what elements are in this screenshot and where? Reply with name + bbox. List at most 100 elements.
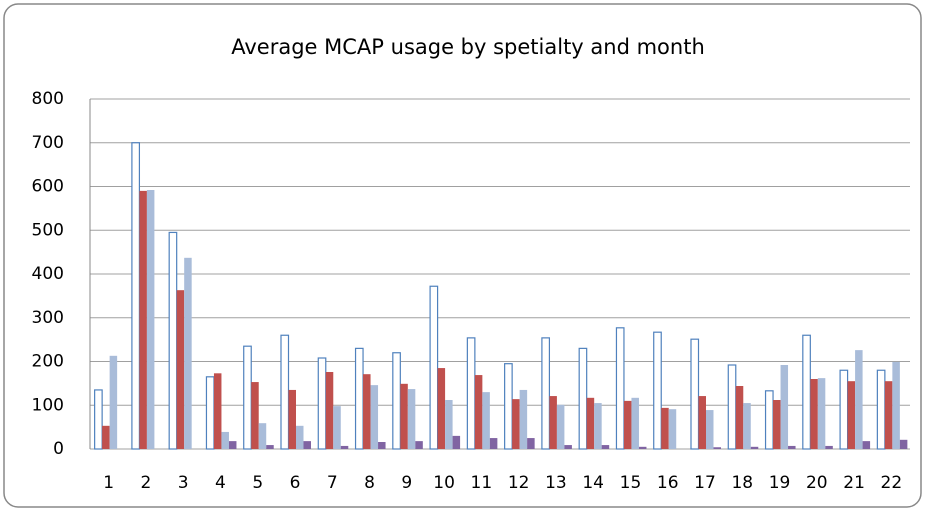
bar [788,445,796,449]
x-tick-label: 12 [508,473,530,493]
bar [578,347,588,450]
bar [102,425,110,449]
bar [690,338,700,450]
x-tick-label: 14 [582,473,604,493]
bar [653,331,662,450]
bar [638,446,647,449]
bar [109,355,118,449]
bar [780,365,789,449]
x-tick-label: 17 [694,473,716,493]
x-tick-label: 8 [364,473,375,493]
bar [474,375,483,449]
bar [586,397,595,449]
bar [340,445,349,449]
bar [727,364,737,450]
bar [333,406,341,449]
bar [631,397,639,449]
bar [661,407,669,449]
bar [221,431,229,449]
y-tick-label: 600 [32,177,64,197]
bar [325,372,334,449]
bar [228,441,237,449]
y-tick-label: 200 [32,352,64,372]
bar [601,445,610,449]
x-tick-label: 10 [433,473,455,493]
bar [168,231,178,450]
x-tick-label: 1 [103,473,114,493]
bar [317,357,327,450]
bar [176,290,185,449]
x-tick-label: 15 [620,473,642,493]
y-tick-label: 300 [32,308,64,328]
bar [482,392,490,449]
bar [668,409,677,449]
bar [266,445,274,449]
bar [303,441,311,449]
y-tick-label: 700 [32,133,64,153]
bar [564,445,572,449]
bar [735,386,744,449]
bar [378,442,386,449]
x-tick-label: 22 [881,473,903,493]
y-tick-label: 100 [32,395,64,415]
y-tick-label: 400 [32,264,64,284]
bar [892,361,900,449]
bar [258,423,267,449]
y-tick-label: 500 [32,220,64,240]
bar [251,382,259,449]
bar [489,438,498,449]
bar [280,334,290,450]
x-tick-label: 20 [806,473,828,493]
bar [452,435,461,449]
bar [243,345,252,450]
bar [810,379,818,449]
bar [437,368,446,449]
bar [706,410,714,449]
bar [445,400,453,449]
x-tick-label: 21 [843,473,865,493]
bar [466,337,476,450]
bar [817,378,826,449]
bar [884,381,893,449]
bar [698,396,706,449]
x-tick-label: 2 [140,473,151,493]
bar [354,347,364,450]
bar [512,399,520,449]
bar [713,447,721,449]
bar [429,285,439,450]
x-tick-label: 6 [290,473,301,493]
bar [146,190,155,449]
bar [131,142,141,450]
bar [296,425,304,449]
x-tick-label: 7 [327,473,338,493]
bar [594,403,602,449]
bar [549,396,557,449]
bar [541,337,551,450]
bar [556,404,565,449]
bar [802,334,811,450]
bar [94,389,103,450]
bar [764,390,774,450]
bar [527,438,535,449]
bar [407,389,416,449]
bar [213,373,222,449]
bar [862,441,871,449]
bar [519,389,528,449]
bar [623,400,632,449]
x-tick-label: 18 [731,473,753,493]
bar [899,439,908,449]
bar [288,389,296,449]
bar [504,363,513,450]
bar [415,441,423,449]
y-tick-label: 800 [32,89,64,109]
x-tick-label: 3 [178,473,189,493]
bar [205,376,215,450]
y-tick-label: 0 [53,439,64,459]
bar [743,403,751,449]
chart-title: Average MCAP usage by spetialty and mont… [231,35,705,59]
x-tick-label: 4 [215,473,226,493]
bar [363,374,371,449]
bar [855,350,863,449]
bar [839,369,849,450]
